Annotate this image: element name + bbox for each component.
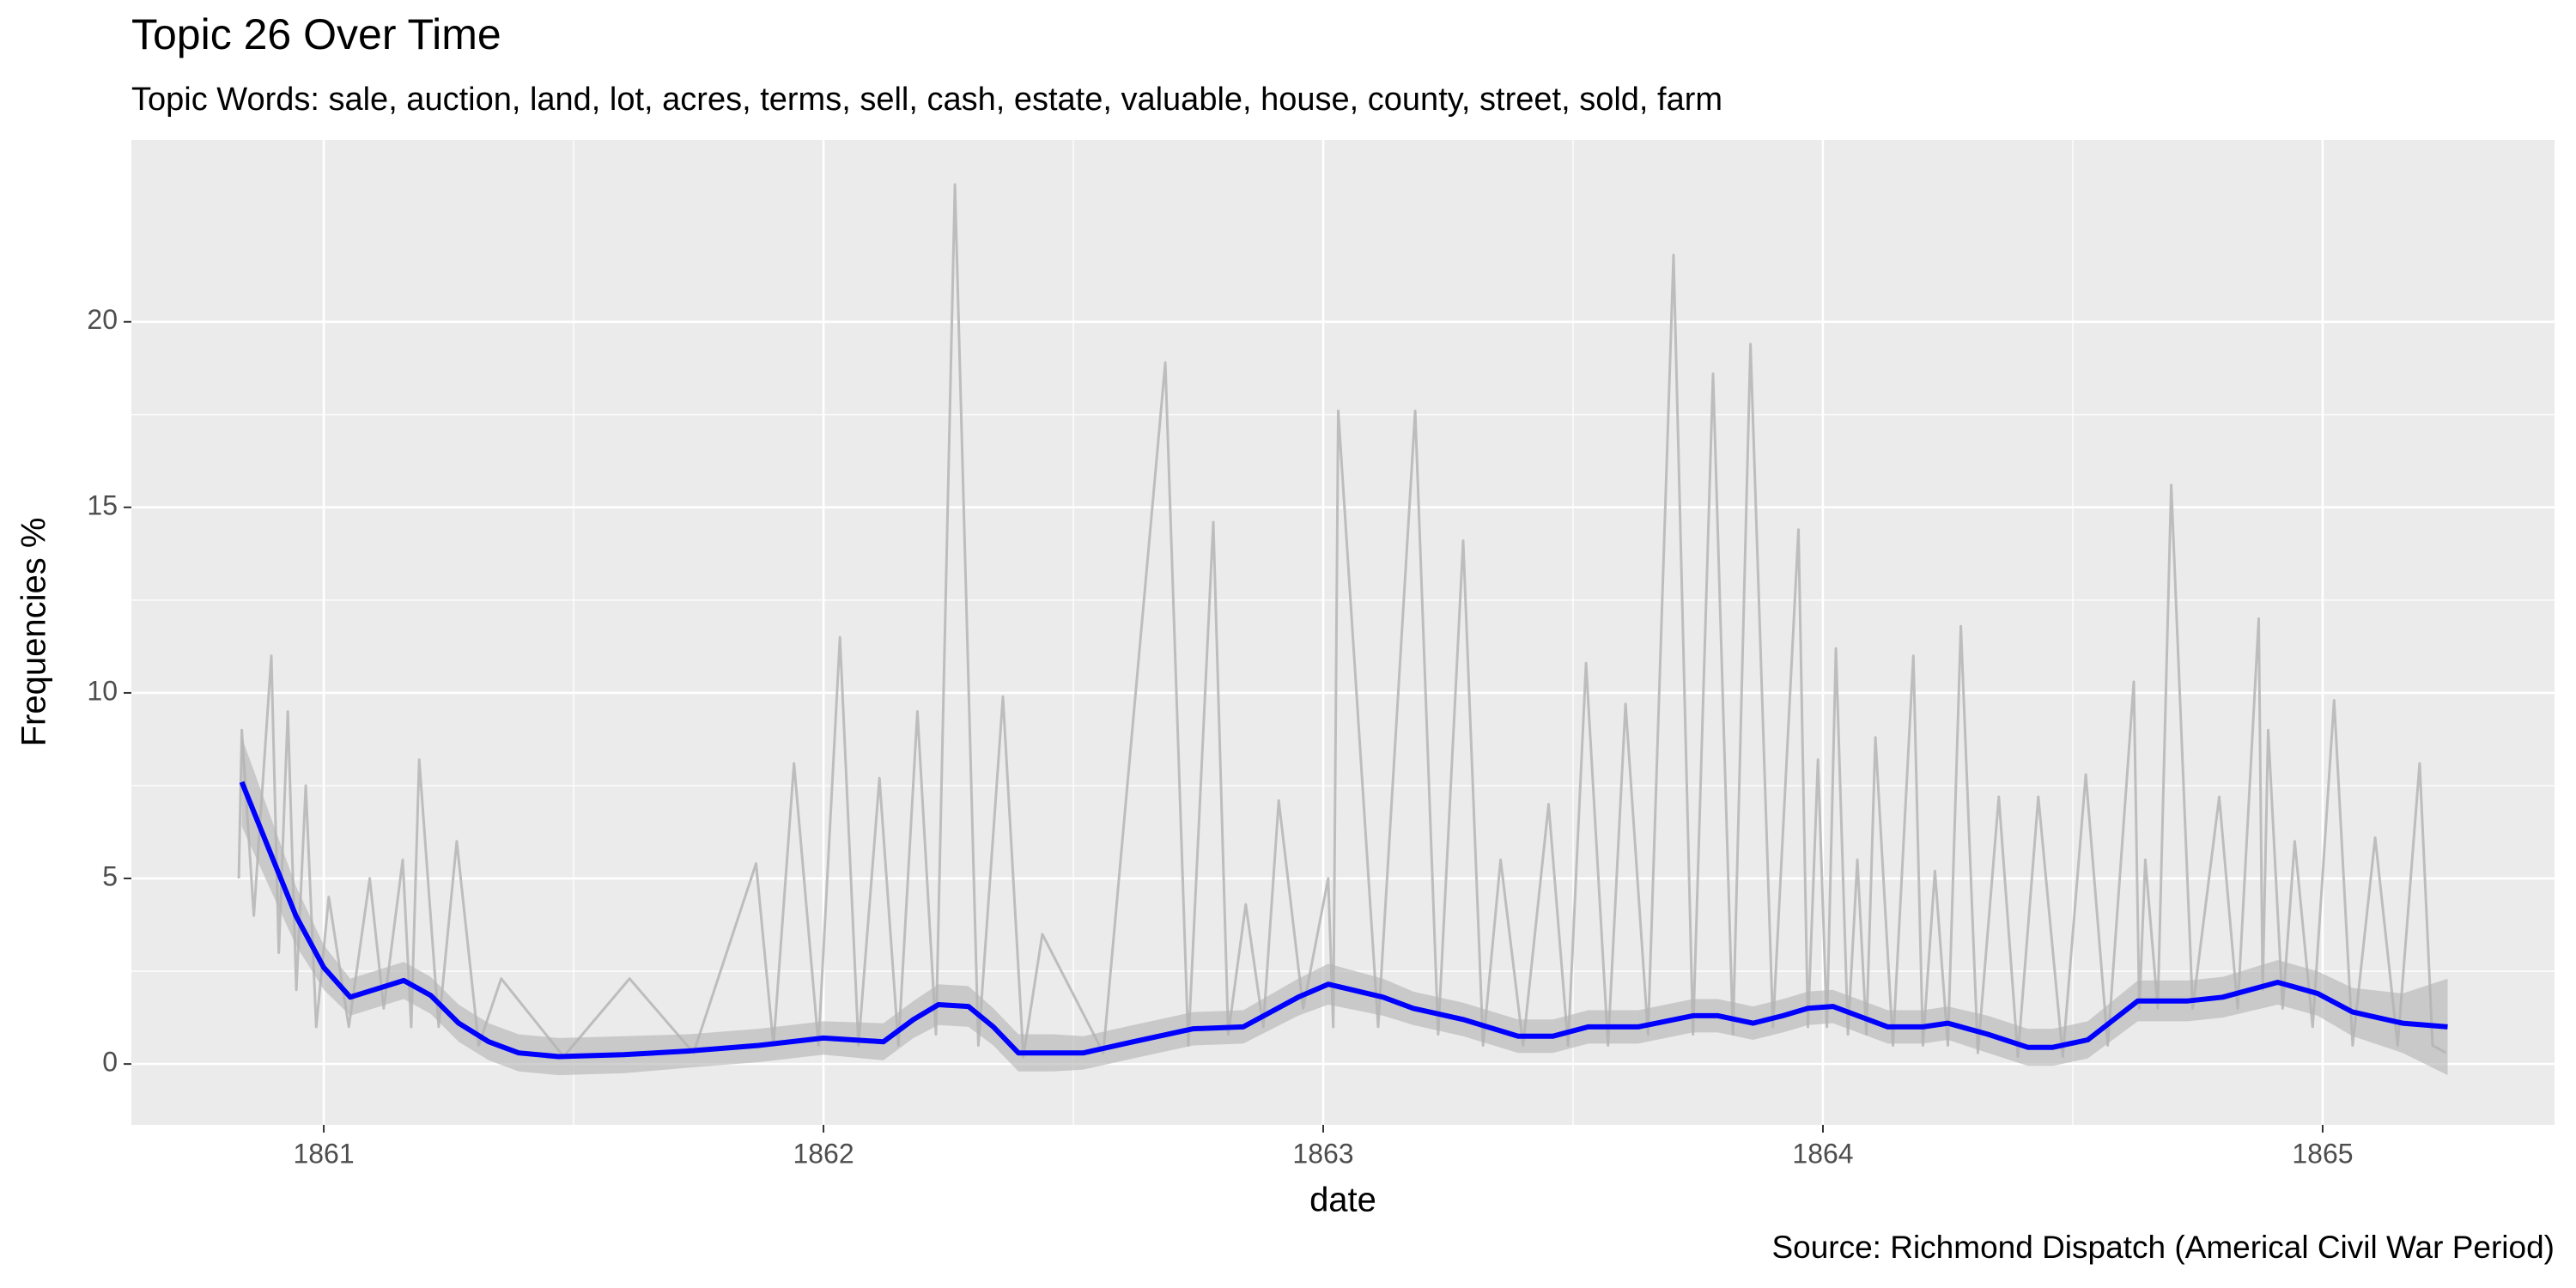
caption: Source: Richmond Dispatch (Americal Civi… [1771,1230,2555,1265]
chart-subtitle: Topic Words: sale, auction, land, lot, a… [131,82,1722,118]
x-tick-label: 1864 [1792,1138,1853,1169]
raw-frequency-line [237,183,2447,1058]
axes: 1861 1862 1863 1864 1865 0 5 10 15 20 [87,304,2353,1169]
x-tick-label: 1865 [2292,1138,2353,1169]
confidence-band [241,737,2448,1076]
x-tick-label: 1861 [293,1138,354,1169]
plot-panel [131,140,2555,1125]
y-tick-label: 15 [87,489,118,520]
chart-title: Topic 26 Over Time [131,10,501,58]
y-tick-label: 5 [102,860,118,891]
minor-grid [131,140,2555,1125]
smooth-line [239,781,2448,1060]
y-tick-label: 20 [87,304,118,335]
x-axis-title: date [1309,1182,1376,1219]
y-axis-title: Frequencies % [15,518,53,747]
y-tick-label: 0 [102,1047,118,1078]
y-tick-label: 10 [87,675,118,706]
x-tick-label: 1862 [793,1138,854,1169]
x-tick-label: 1863 [1292,1138,1353,1169]
plot-marks [237,183,2448,1076]
